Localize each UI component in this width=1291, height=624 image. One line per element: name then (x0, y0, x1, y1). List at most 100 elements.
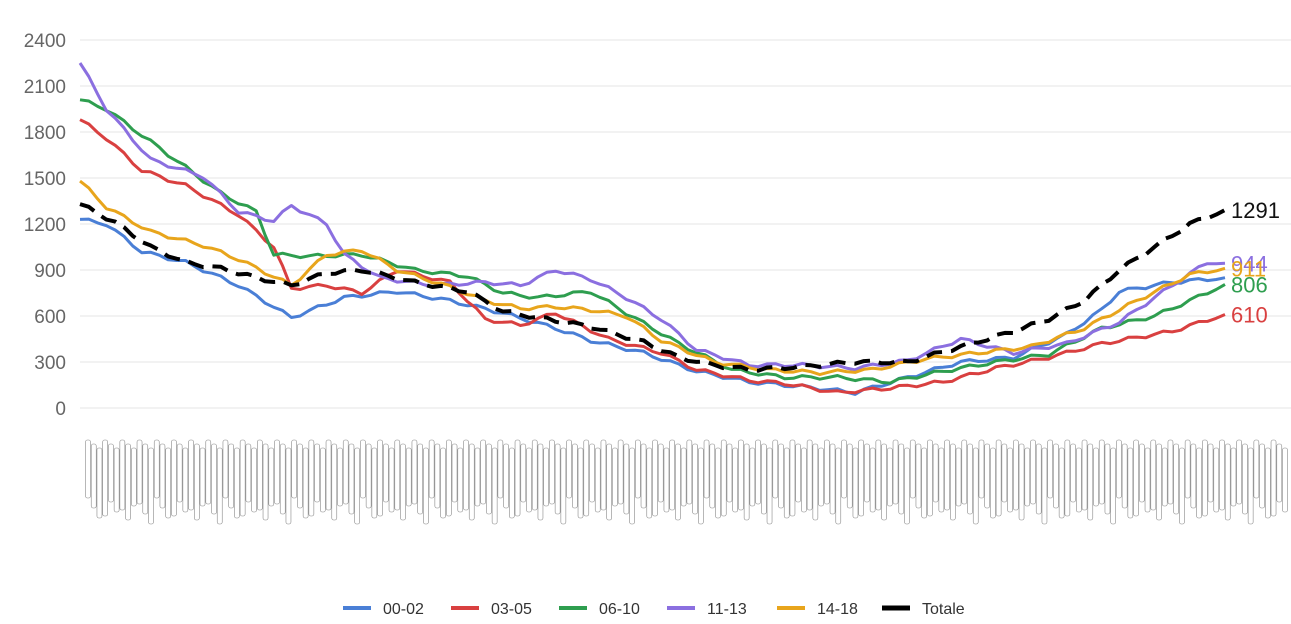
x-tick-label (1007, 447, 1013, 513)
legend: 00-02 03-05 06-10 11-13 14-18 Totale (343, 601, 965, 618)
x-tick-label (199, 447, 206, 507)
x-tick-label (846, 443, 853, 509)
x-tick-label (509, 447, 515, 519)
x-tick-label (131, 447, 137, 507)
x-tick-label (1259, 443, 1265, 509)
x-tick-label (1041, 447, 1048, 525)
x-tick-label (142, 443, 149, 515)
x-tick-label (566, 439, 572, 499)
x-tick-label (354, 447, 360, 525)
x-tick-label (468, 443, 475, 521)
series-line-06-10 (79, 98, 1226, 385)
x-tick-label (972, 447, 979, 525)
x-tick-label (474, 447, 481, 507)
x-tick-label (1253, 439, 1260, 499)
end-label-14-18: 911 (1231, 256, 1266, 281)
x-tick-label (1047, 439, 1053, 499)
y-tick-label: 900 (34, 261, 66, 282)
y-tick-label: 2400 (24, 31, 66, 52)
x-tick-label (159, 443, 166, 509)
x-tick-label (1213, 447, 1220, 513)
x-tick-label (102, 439, 108, 517)
x-tick-label (594, 447, 601, 513)
x-tick-label (801, 447, 807, 513)
x-tick-label (778, 443, 784, 509)
x-tick-label (812, 443, 819, 521)
x-tick-label (503, 443, 509, 509)
x-tick-label (915, 443, 922, 509)
x-tick-label (606, 443, 612, 521)
x-tick-label (314, 443, 320, 503)
x-tick-label (211, 443, 217, 515)
x-tick-label (720, 439, 727, 517)
x-tick-label (549, 439, 555, 505)
x-tick-label (824, 439, 830, 505)
x-tick-label (635, 439, 641, 499)
x-tick-label (967, 443, 973, 515)
x-tick-label (1018, 443, 1025, 521)
x-tick-label (331, 443, 338, 521)
x-tick-label (692, 443, 698, 515)
x-tick-label (560, 447, 567, 525)
x-tick-label (1196, 447, 1202, 519)
x-tick-label (1098, 439, 1105, 505)
x-tick-label (1270, 439, 1277, 517)
x-tick-label (262, 443, 269, 521)
x-tick-label (743, 443, 750, 521)
x-tick-label (348, 443, 355, 515)
x-tick-label (612, 447, 618, 507)
x-tick-label (148, 447, 154, 525)
x-tick-label (675, 443, 681, 521)
x-tick-label (96, 447, 103, 519)
x-tick-label (1156, 443, 1162, 521)
x-tick-label (1207, 443, 1214, 503)
x-tick-label (761, 443, 767, 515)
x-tick-label (205, 439, 212, 505)
x-tick-label (938, 447, 945, 513)
x-tick-label (961, 439, 968, 505)
x-tick-label (623, 443, 630, 515)
x-tick-label (646, 447, 653, 519)
x-tick-label (1024, 447, 1031, 507)
x-tick-label (1070, 443, 1076, 503)
x-tick-label (921, 447, 927, 519)
legend-label-00-02: 00-02 (383, 601, 424, 618)
x-tick-label (703, 439, 710, 499)
x-tick-label (698, 447, 704, 525)
x-tick-label (342, 439, 349, 505)
x-tick-label (457, 447, 464, 513)
x-tick-label (669, 439, 675, 511)
x-tick-label (257, 439, 263, 511)
x-tick-label (1265, 447, 1271, 519)
x-tick-label (738, 439, 744, 511)
x-tick-label (749, 447, 756, 507)
x-tick-label (1035, 443, 1042, 515)
end-label-03-05: 610 (1231, 302, 1268, 327)
x-tick-label (600, 439, 607, 511)
x-tick-label (898, 443, 905, 515)
x-tick-label (514, 439, 521, 517)
x-tick-label (835, 447, 842, 525)
x-tick-label (795, 443, 801, 503)
x-tick-label (388, 447, 395, 513)
legend-label-06-10: 06-10 (599, 601, 640, 618)
x-tick-label (1087, 443, 1094, 521)
x-tick-label (451, 443, 458, 503)
x-tick-label (1161, 447, 1168, 507)
x-tick-label (411, 439, 418, 505)
y-tick-label: 1200 (24, 215, 66, 236)
series-lines (78, 62, 1226, 396)
x-tick-label (950, 443, 956, 521)
x-tick-label (337, 447, 343, 507)
x-tick-label (869, 447, 876, 513)
x-tick-label (881, 443, 887, 521)
x-tick-label (440, 447, 446, 519)
x-tick-label (302, 447, 309, 519)
x-tick-label (234, 447, 240, 519)
x-tick-label (640, 443, 647, 509)
x-tick-label (944, 439, 950, 511)
x-tick-label (85, 439, 91, 499)
x-tick-label (239, 439, 246, 517)
x-tick-label (1064, 439, 1071, 517)
